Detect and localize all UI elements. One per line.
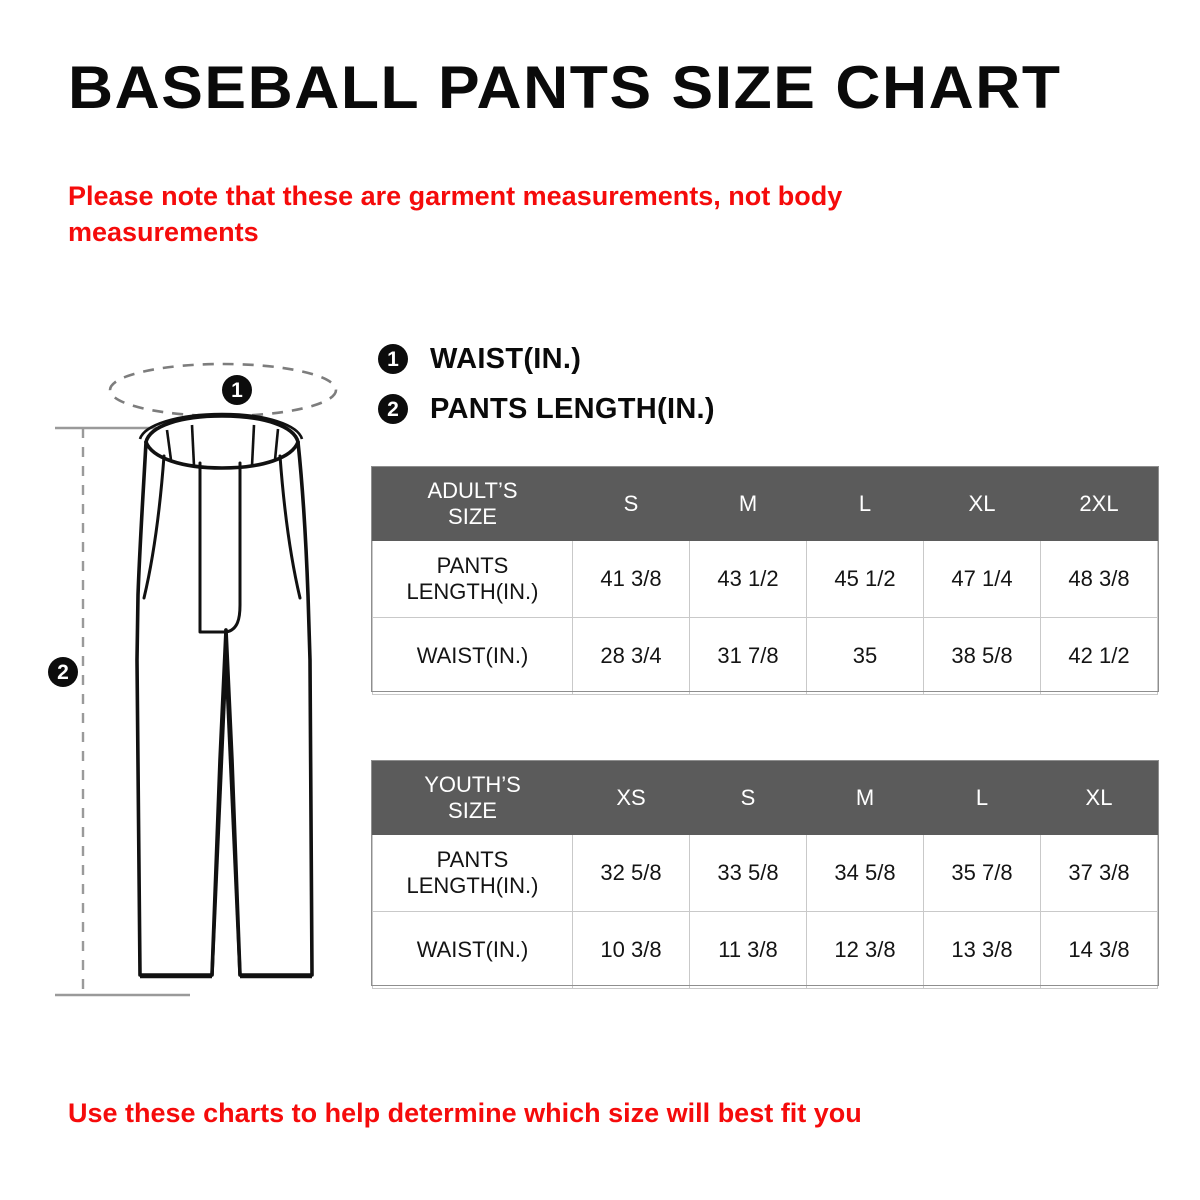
- pants-outline: [135, 414, 314, 977]
- adult-length-2xl: 48 3/8: [1040, 540, 1158, 618]
- youth-length-l: 35 7/8: [923, 834, 1041, 912]
- adult-col-s: S: [572, 467, 690, 541]
- adult-length-s: 41 3/8: [572, 540, 690, 618]
- adult-col-xl: XL: [923, 467, 1041, 541]
- youth-length-label-line2: LENGTH(IN.): [406, 873, 539, 898]
- adult-length-label-line1: PANTS: [436, 553, 509, 579]
- table-row: PANTS LENGTH(IN.) 32 5/8 33 5/8 34 5/8 3…: [372, 834, 1158, 912]
- youth-length-xs: 32 5/8: [572, 834, 690, 912]
- adult-pants-length-label: PANTS LENGTH(IN.): [372, 540, 573, 618]
- fly-detail: [198, 461, 242, 662]
- youth-length-label-line1: PANTS: [436, 847, 509, 873]
- measurement-legend: 1 WAIST(IN.) 2 PANTS LENGTH(IN.): [378, 338, 818, 438]
- pocket-seams: [142, 454, 302, 600]
- youth-waist-m: 12 3/8: [806, 911, 924, 989]
- adult-col-2xl: 2XL: [1040, 467, 1158, 541]
- pants-diagram: 1 2: [40, 330, 370, 1020]
- youth-size-table: YOUTH’S SIZE XS S M L XL PANTS LENGTH(IN…: [372, 761, 1158, 989]
- youth-length-m: 34 5/8: [806, 834, 924, 912]
- adult-header-row: ADULT’S SIZE S M L XL 2XL: [372, 467, 1158, 541]
- legend-label-length: PANTS LENGTH(IN.): [430, 392, 715, 425]
- fit-advice-note: Use these charts to help determine which…: [68, 1098, 862, 1128]
- adult-col-l: L: [806, 467, 924, 541]
- youth-length-xl: 37 3/8: [1040, 834, 1158, 912]
- adult-length-m: 43 1/2: [689, 540, 807, 618]
- youth-header-row: YOUTH’S SIZE XS S M L XL: [372, 761, 1158, 835]
- legend-item-length: 2 PANTS LENGTH(IN.): [378, 388, 818, 430]
- table-row: WAIST(IN.) 10 3/8 11 3/8 12 3/8 13 3/8 1…: [372, 911, 1158, 989]
- youth-waist-xl: 14 3/8: [1040, 911, 1158, 989]
- adult-waist-2xl: 42 1/2: [1040, 617, 1158, 695]
- adult-size-header: ADULT’S SIZE: [372, 467, 573, 541]
- inseam: [210, 659, 242, 976]
- page-title: BASEBALL PANTS SIZE CHART: [68, 54, 1062, 121]
- youth-col-xl: XL: [1040, 761, 1158, 835]
- waist-marker-badge: 1: [222, 375, 252, 405]
- youth-col-s: S: [689, 761, 807, 835]
- legend-label-waist: WAIST(IN.): [430, 342, 582, 375]
- table-row: PANTS LENGTH(IN.) 41 3/8 43 1/2 45 1/2 4…: [372, 540, 1158, 618]
- legend-marker-2-icon: 2: [378, 394, 408, 424]
- adult-length-label-line2: LENGTH(IN.): [406, 579, 539, 604]
- youth-size-header: YOUTH’S SIZE: [372, 761, 573, 835]
- youth-length-s: 33 5/8: [689, 834, 807, 912]
- adult-waist-s: 28 3/4: [572, 617, 690, 695]
- youth-col-xs: XS: [572, 761, 690, 835]
- youth-size-header-line1: YOUTH’S: [424, 772, 521, 798]
- youth-waist-label: WAIST(IN.): [372, 911, 573, 989]
- youth-pants-length-label: PANTS LENGTH(IN.): [372, 834, 573, 912]
- youth-waist-xs: 10 3/8: [572, 911, 690, 989]
- legend-item-waist: 1 WAIST(IN.): [378, 338, 818, 380]
- youth-waist-l: 13 3/8: [923, 911, 1041, 989]
- adult-waist-label: WAIST(IN.): [372, 617, 573, 695]
- adult-waist-l: 35: [806, 617, 924, 695]
- youth-col-l: L: [923, 761, 1041, 835]
- adult-waist-xl: 38 5/8: [923, 617, 1041, 695]
- length-marker-badge: 2: [48, 657, 78, 687]
- measurement-note: Please note that these are garment measu…: [68, 181, 843, 248]
- adult-size-header-line1: ADULT’S: [427, 478, 518, 504]
- youth-waist-s: 11 3/8: [689, 911, 807, 989]
- table-row: WAIST(IN.) 28 3/4 31 7/8 35 38 5/8 42 1/…: [372, 617, 1158, 695]
- adult-size-header-line2: SIZE: [448, 504, 497, 529]
- waistband-details: [138, 412, 304, 467]
- adult-col-m: M: [689, 467, 807, 541]
- adult-length-l: 45 1/2: [806, 540, 924, 618]
- legend-marker-1-icon: 1: [378, 344, 408, 374]
- adult-length-xl: 47 1/4: [923, 540, 1041, 618]
- adult-waist-m: 31 7/8: [689, 617, 807, 695]
- youth-size-header-line2: SIZE: [448, 798, 497, 823]
- adult-size-table: ADULT’S SIZE S M L XL 2XL PANTS LENGTH(I…: [372, 467, 1158, 695]
- youth-col-m: M: [806, 761, 924, 835]
